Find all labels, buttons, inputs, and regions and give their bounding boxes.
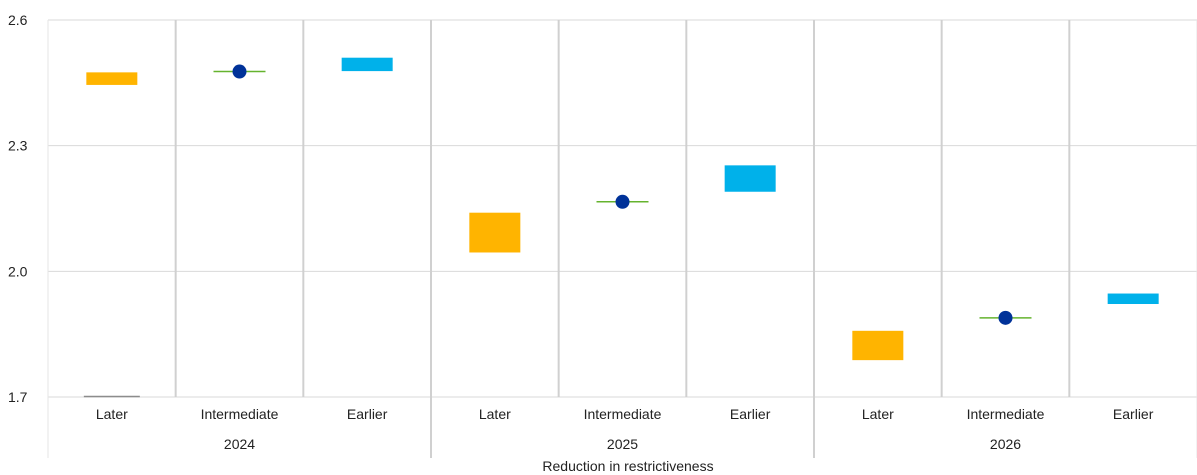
data-point: [232, 64, 247, 79]
range-bar: [469, 212, 521, 253]
x-tick-label: Earlier: [347, 406, 388, 422]
y-tick-label: 2.0: [8, 263, 28, 279]
y-tick-label: 2.6: [8, 12, 28, 28]
group-label: 2026: [990, 436, 1021, 452]
range-bar: [724, 165, 776, 192]
axis-layer: 1.7 2.0 2.3 2.6 Later Intermediate Earlier 2024…: [8, 12, 1154, 452]
data-point: [998, 310, 1013, 325]
x-tick-label: Later: [862, 406, 894, 422]
x-tick-label: Intermediate: [201, 406, 279, 422]
x-axis-title: Reduction in restrictiveness: [542, 458, 713, 474]
group-label: 2025: [607, 436, 638, 452]
x-tick-label: Later: [96, 406, 128, 422]
x-tick-label: Intermediate: [967, 406, 1045, 422]
y-tick-label: 1.7: [8, 389, 28, 405]
group-label: 2024: [224, 436, 255, 452]
x-tick-label: Earlier: [730, 406, 771, 422]
mark-layer: [86, 57, 1159, 361]
range-bar: [1107, 293, 1159, 305]
x-tick-label: Earlier: [1113, 406, 1154, 422]
x-tick-label: Later: [479, 406, 511, 422]
range-bar: [86, 72, 138, 85]
range-bar: [341, 57, 393, 72]
grid-layer: [47, 19, 1197, 458]
x-tick-label: Intermediate: [584, 406, 662, 422]
data-point: [615, 194, 630, 209]
y-tick-label: 2.3: [8, 138, 28, 154]
range-bar: [852, 330, 904, 361]
